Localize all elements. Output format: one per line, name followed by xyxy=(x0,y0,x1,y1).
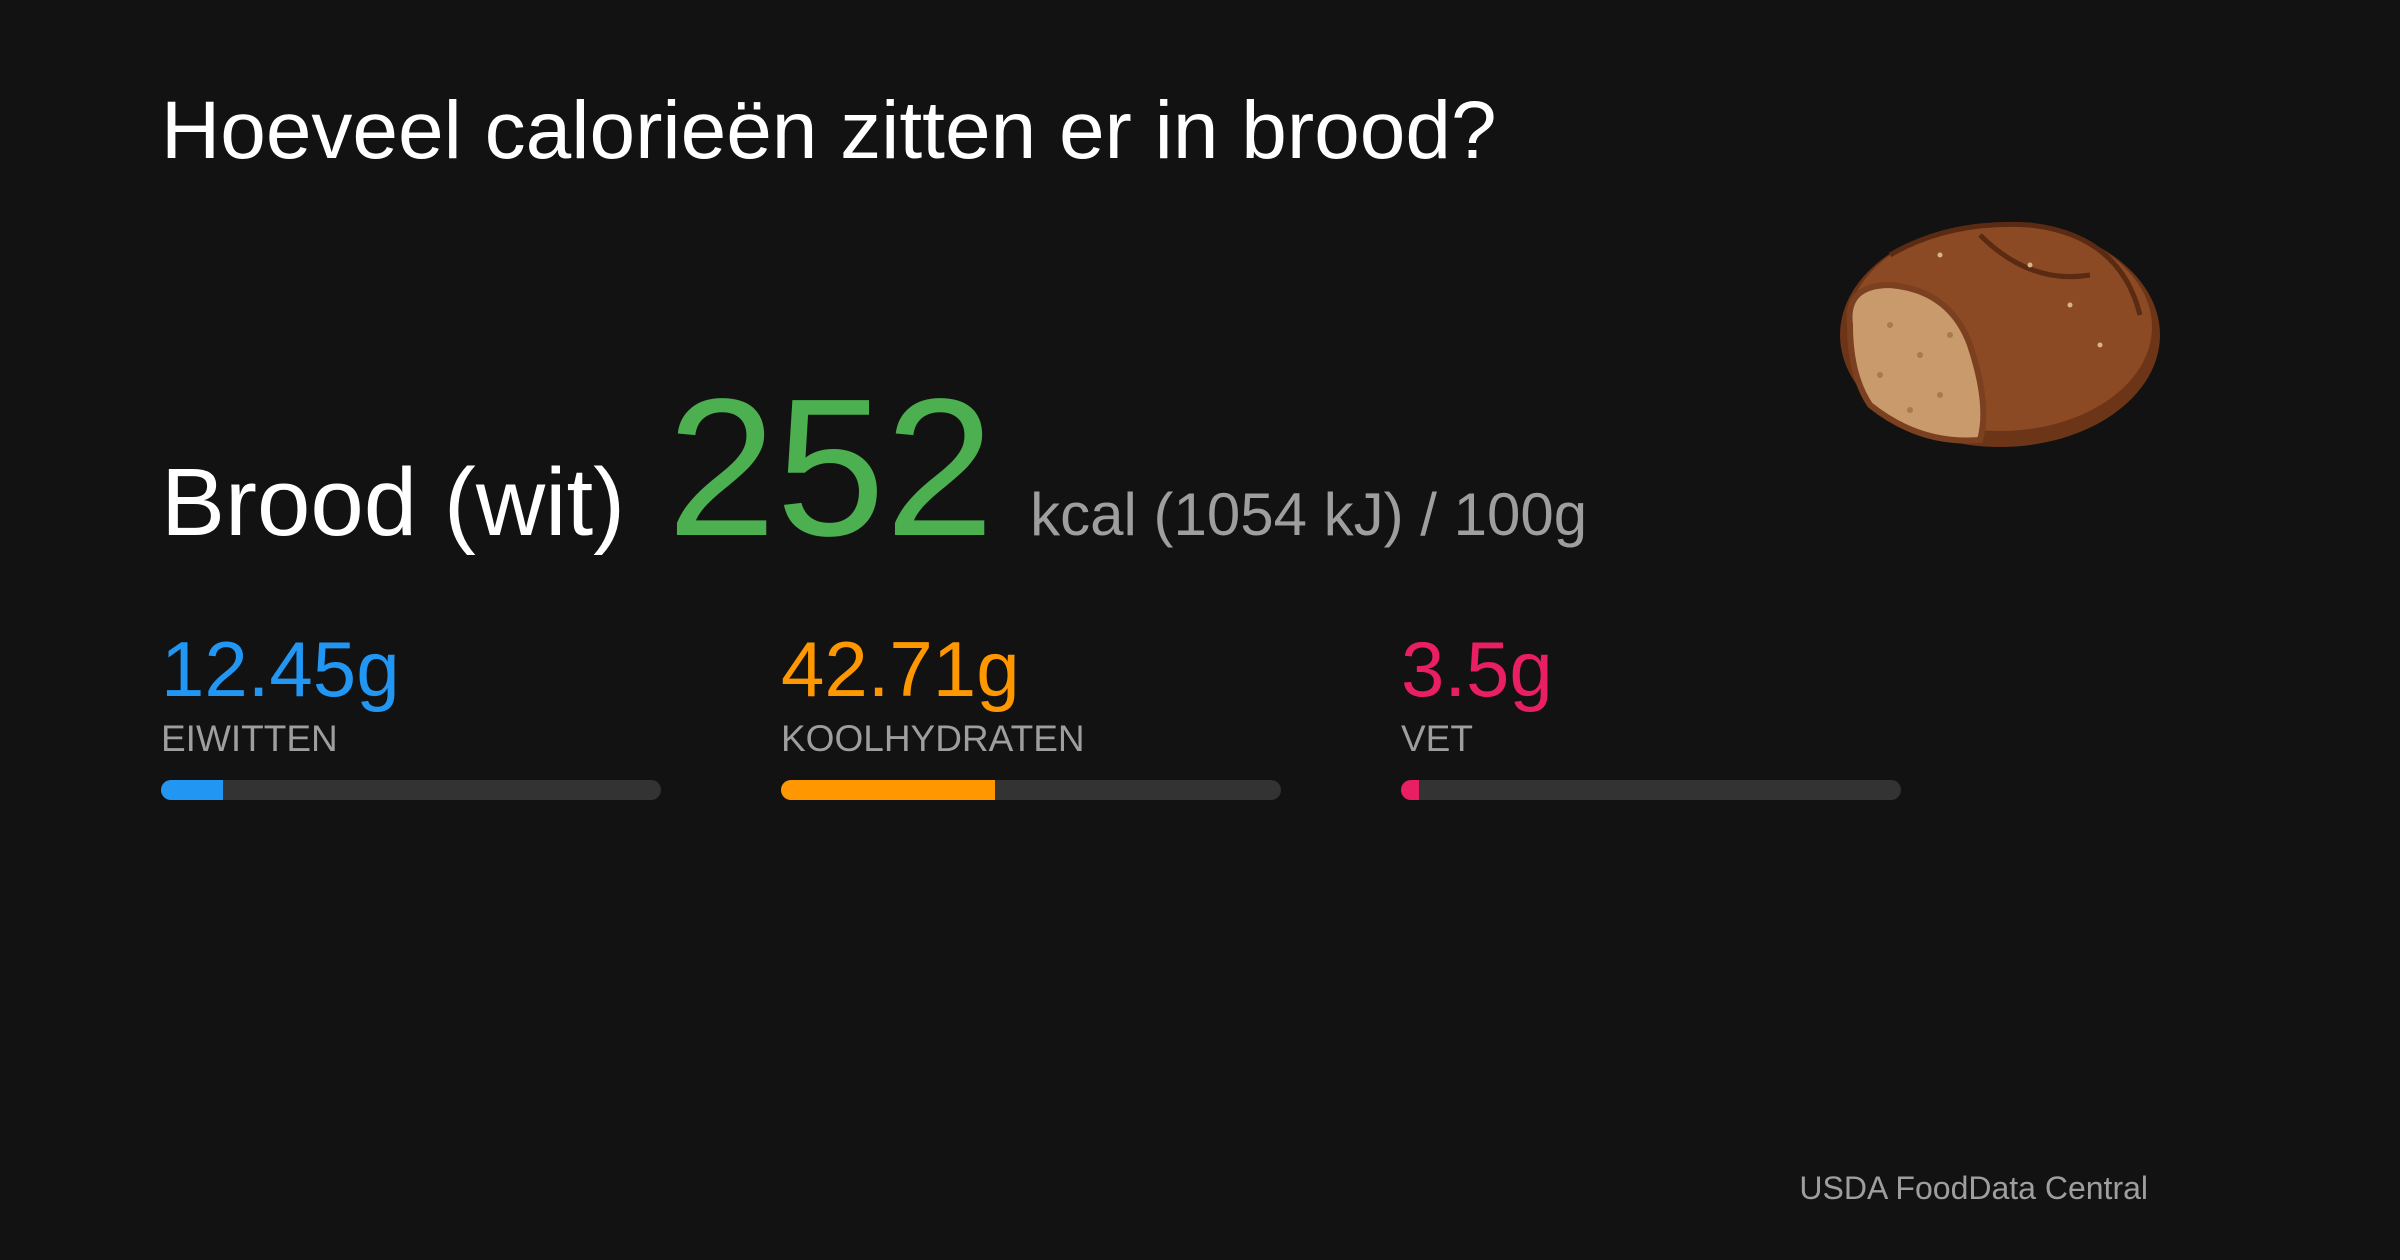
macro-value: 42.71g xyxy=(781,625,1020,713)
bar-fill xyxy=(1401,780,1419,800)
macro-label: VET xyxy=(1401,718,1473,759)
macro: 12.45g EIWITTEN xyxy=(161,630,661,800)
headline: Brood (wit) 252 kcal (1054 kJ) / 100g xyxy=(161,370,1587,566)
kcal-unit: kcal (1054 kJ) / 100g xyxy=(1030,481,1588,548)
macro-label: KOOLHYDRATEN xyxy=(781,718,1085,759)
food-name: Brood (wit) xyxy=(161,449,626,556)
macro: 42.71g KOOLHYDRATEN xyxy=(781,630,1281,800)
bar-fill xyxy=(161,780,224,800)
bar-fill xyxy=(781,780,995,800)
bar-track xyxy=(1401,780,1901,800)
kcal-value: 252 xyxy=(667,358,995,577)
bar-track xyxy=(161,780,661,800)
source: USDA FoodData Central xyxy=(1799,1170,2148,1206)
title: Hoeveel calorieën zitten er in brood? xyxy=(161,85,1497,176)
macro-value: 3.5g xyxy=(1401,625,1553,713)
macro-label: EIWITTEN xyxy=(161,718,338,759)
macro: 3.5g VET xyxy=(1401,630,1901,800)
macro-value: 12.45g xyxy=(161,625,400,713)
bread-illustration xyxy=(1840,221,2160,447)
bar-track xyxy=(781,780,1281,800)
